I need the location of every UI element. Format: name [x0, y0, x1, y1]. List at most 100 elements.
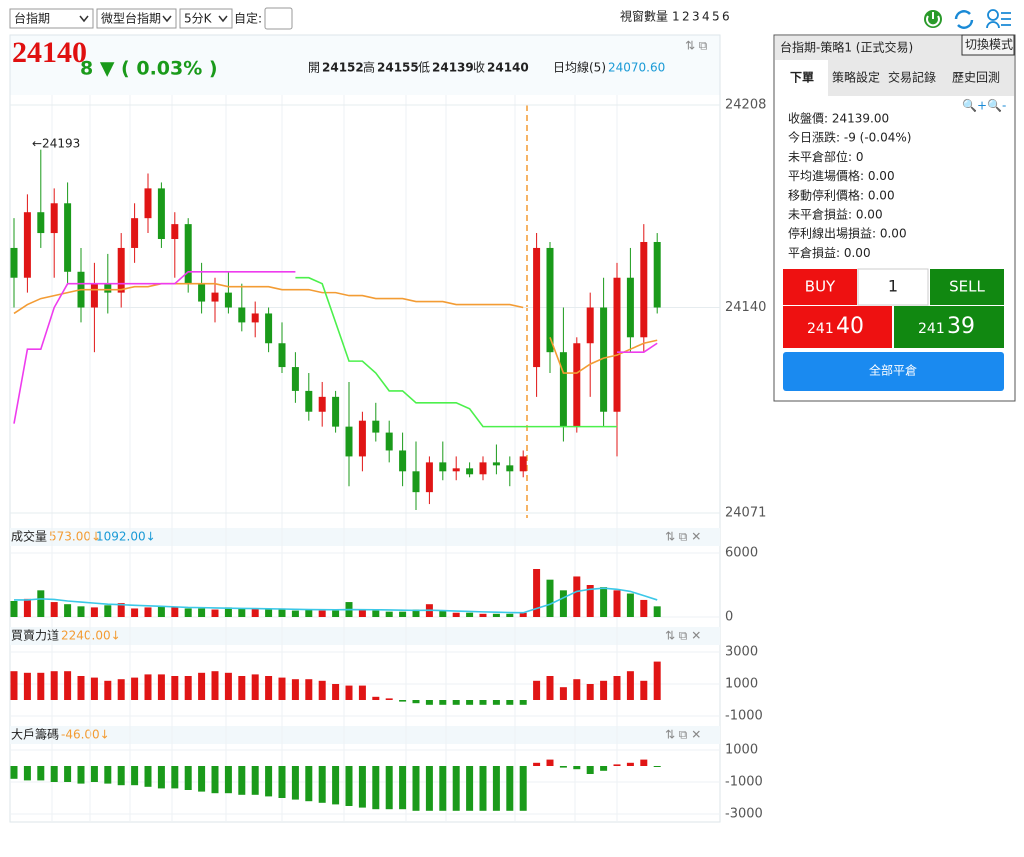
bar	[90, 677, 98, 700]
panel-value: 573.00↓	[49, 530, 101, 544]
bar	[305, 679, 313, 700]
panel-value: 1092.00↓	[96, 530, 156, 544]
zoom-controls[interactable]: 🔍+🔍-	[962, 98, 1006, 113]
bar	[77, 606, 85, 617]
bar	[506, 766, 514, 811]
bar	[50, 671, 58, 700]
tab[interactable]: 下單	[790, 71, 814, 85]
bar	[10, 671, 18, 700]
candle-body	[345, 426, 353, 457]
candle-body	[37, 212, 45, 234]
bar	[559, 687, 567, 700]
buy-price-button[interactable]	[783, 306, 892, 348]
y-tick-label: 24071	[725, 506, 766, 521]
bar	[519, 700, 527, 705]
candle-body	[184, 224, 192, 284]
bar	[224, 766, 232, 794]
bar	[131, 677, 139, 700]
bar	[90, 607, 98, 617]
window-count[interactable]: 1	[672, 10, 680, 24]
select-box[interactable]	[9, 8, 94, 29]
sell-price-minor: 39	[947, 314, 975, 339]
panel-header	[10, 528, 720, 546]
ohlc-value: 24152	[322, 61, 364, 75]
window-count[interactable]: 3	[692, 10, 700, 24]
window-count[interactable]: 2	[682, 10, 690, 24]
bar	[372, 766, 380, 810]
window-count[interactable]: 4	[702, 10, 710, 24]
candle-body	[211, 292, 219, 302]
bar	[332, 766, 340, 805]
y-tick-label: -1000	[725, 775, 763, 790]
bar	[131, 766, 139, 786]
bar	[399, 700, 407, 702]
bar	[412, 700, 420, 704]
info-line: 移動停利價格: 0.00	[788, 187, 895, 202]
select-box[interactable]	[179, 8, 233, 29]
candle-body	[492, 462, 500, 466]
candle-body	[653, 241, 661, 308]
panel-title: 成交量	[11, 529, 47, 544]
info-line: 未平倉損益: 0.00	[788, 207, 883, 222]
ma-label: 日均線(5)	[553, 60, 606, 75]
panel-tools[interactable]: ⇅ ⧉ ✕	[665, 530, 701, 544]
bar	[640, 759, 648, 766]
bar	[559, 766, 567, 768]
bar	[278, 766, 286, 798]
bar	[23, 766, 31, 781]
volume-ma-line	[14, 587, 658, 614]
chart-tools[interactable]: ⇅ ⧉	[685, 39, 708, 53]
panel-tools[interactable]: ⇅ ⧉ ✕	[665, 629, 701, 643]
candle-body	[452, 468, 460, 472]
bar	[198, 766, 206, 792]
tab[interactable]: 策略設定	[832, 70, 880, 85]
candle-body	[372, 420, 380, 433]
buy-price-minor: 40	[836, 314, 864, 339]
y-tick-label: 24140	[725, 300, 766, 315]
sell-price-button[interactable]	[894, 306, 1004, 348]
close-all-button[interactable]	[783, 352, 1004, 391]
select-box[interactable]	[96, 8, 177, 29]
bar	[211, 671, 219, 700]
bar	[10, 601, 18, 617]
buy-button[interactable]	[783, 269, 857, 305]
ohlc-label: 低	[418, 61, 430, 75]
tab[interactable]: 歷史回測	[952, 71, 1000, 85]
bar	[506, 700, 514, 705]
bar	[492, 766, 500, 811]
window-count[interactable]: 6	[722, 10, 730, 24]
sell-label: SELL	[949, 278, 985, 296]
quote-header	[10, 35, 720, 95]
bar	[211, 766, 219, 794]
candle-body	[265, 313, 273, 344]
y-tick-label: 1000	[725, 677, 758, 692]
panel-tools[interactable]: ⇅ ⧉ ✕	[665, 728, 701, 742]
bar	[613, 764, 621, 766]
bar	[466, 612, 474, 617]
panel-header	[10, 627, 720, 645]
sell-button[interactable]	[930, 269, 1004, 305]
select-text: 台指期	[14, 11, 50, 26]
bar	[10, 766, 18, 779]
bar	[291, 679, 299, 700]
bar	[23, 672, 31, 700]
panel-value: 2240.00↓	[61, 629, 121, 643]
bar	[559, 590, 567, 617]
refresh-icon[interactable]	[954, 10, 974, 29]
bar	[573, 766, 581, 770]
candle-body	[50, 203, 58, 234]
bar	[265, 609, 273, 617]
custom-input[interactable]	[264, 7, 293, 30]
bar	[37, 672, 45, 700]
bar	[184, 608, 192, 617]
user-icon[interactable]	[987, 9, 999, 21]
bar	[171, 607, 179, 617]
window-count[interactable]: 5	[712, 10, 720, 24]
indicator-line	[295, 276, 617, 428]
tab[interactable]: 交易記錄	[888, 70, 936, 85]
quantity-input[interactable]	[857, 268, 929, 306]
close-all-label: 全部平倉	[869, 363, 917, 378]
bar	[506, 613, 514, 617]
bar	[265, 676, 273, 700]
tab-active[interactable]	[775, 60, 828, 96]
